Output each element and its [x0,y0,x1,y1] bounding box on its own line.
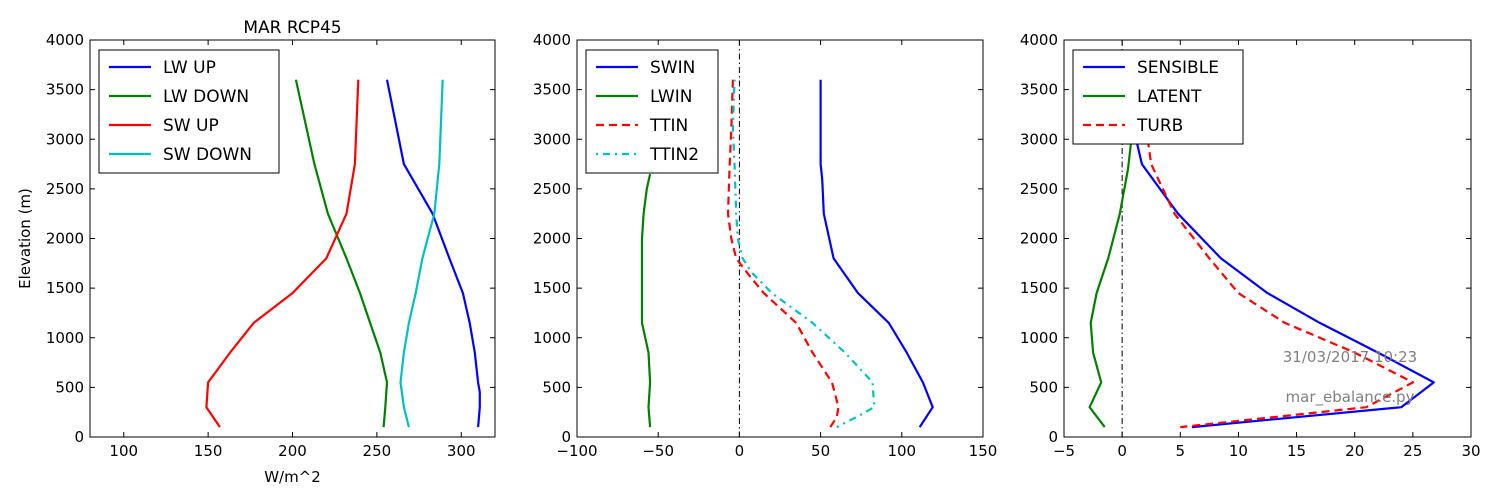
chart3-xtick-label: −5 [1053,442,1075,460]
chart3-ytick-label: 0 [1048,428,1058,446]
chart2-series-lwin [640,173,652,428]
chart2-series-ttin [726,79,840,428]
chart3-annotation: mar_ebalance.py [1286,388,1415,407]
chart1: 100 150 200 250 3000500100015002000250030003… [16,18,496,486]
chart1-ytick-label: 3000 [46,130,84,148]
chart1-ytick-label: 0 [74,428,84,446]
chart2-ytick-label: 3500 [533,81,571,99]
chart3-xtick-label: 10 [1229,442,1248,460]
chart2-legend-label: SWIN [650,58,695,78]
chart1-xtick-label: 150 [194,442,223,460]
chart3-legend: SENSIBLE LATENT TURB [1072,49,1244,145]
chart1-legend-box [98,49,280,174]
chart2-ytick-label: 2000 [533,230,571,248]
chart3-series-latent [1088,139,1133,428]
chart1-xtick-label: 200 [278,442,307,460]
chart1-ytick-label: 3500 [46,81,84,99]
chart3-ytick-label: 2500 [1020,180,1058,198]
chart3-xtick-label: 25 [1403,442,1422,460]
chart2-ytick-label: 3000 [533,130,571,148]
chart3-legend-label: SENSIBLE [1137,58,1219,78]
chart3-series-turb [1146,139,1415,429]
chart1-series-sw-down [399,79,444,428]
chart1-ytick-label: 1500 [46,279,84,297]
chart3-legend-label: LATENT [1137,87,1202,107]
chart3-xtick-label: 5 [1176,442,1186,460]
chart2-xtick-label: 0 [735,442,745,460]
chart3-xtick-label: 15 [1287,442,1306,460]
chart3-legend-label: TURB [1136,116,1183,136]
chart2-xtick-label: 100 [887,442,916,460]
chart1-ytick-label: 1000 [46,329,84,347]
chart2-ytick-label: 1000 [533,329,571,347]
chart2-ytick-label: 1500 [533,279,571,297]
chart2-series-swin [819,79,934,428]
chart3-ytick-label: 3000 [1020,130,1058,148]
chart3-xtick-label: 0 [1117,442,1127,460]
chart3-ytick-label: 2000 [1020,230,1058,248]
chart2-xtick-label: −100 [556,442,597,460]
chart2-legend-label: LWIN [650,87,692,107]
chart1-ylabel: Elevation (m) [16,188,34,289]
chart2: −100 −50 0 50 100 150050010001500200025003000… [533,31,998,460]
chart1-xtick-label: 300 [447,442,476,460]
chart2-legend-label: TTIN2 [649,145,699,165]
chart3-annotation: 31/03/2017 10:23 [1283,348,1417,366]
chart3-xtick-label: 30 [1461,442,1480,460]
chart2-ytick-label: 4000 [533,31,571,49]
chart1-ytick-label: 2500 [46,180,84,198]
chart3-ytick-label: 1500 [1020,279,1058,297]
chart1-legend-label: LW UP [163,58,216,78]
chart2-xtick-label: 50 [811,442,830,460]
chart3-xtick-label: 20 [1345,442,1364,460]
chart1-legend-label: LW DOWN [163,87,249,107]
chart1-ytick-label: 2000 [46,230,84,248]
chart3-ytick-label: 1000 [1020,329,1058,347]
chart3-ytick-label: 3500 [1020,81,1058,99]
chart1-series-lw-down [294,79,389,428]
chart2-ytick-label: 0 [561,428,571,446]
chart2-legend-label: TTIN [649,116,688,136]
chart3-ytick-label: 4000 [1020,31,1058,49]
chart1-xtick-label: 250 [363,442,392,460]
chart3: −5 0 5 10 15 20 25 3005001000150020002500300035… [1020,31,1481,460]
chart1-xlabel: W/m^2 [264,468,321,486]
chart1-legend-label: SW UP [163,116,219,136]
chart2-xtick-label: 150 [969,442,998,460]
chart2-series-ttin2 [731,79,876,429]
chart1-series-sw-up [205,79,360,428]
chart1-legend: LW UP LW DOWN SW UP SW DOWN [98,49,280,174]
chart3-ytick-label: 500 [1029,378,1058,396]
chart1-title: MAR RCP45 [243,18,341,38]
chart2-ytick-label: 2500 [533,180,571,198]
chart2-legend-box [585,49,719,174]
chart2-legend: SWIN LWIN TTIN TTIN2 [585,49,719,174]
chart2-xtick-label: −50 [642,442,674,460]
chart1-series-lw-up [385,79,481,428]
chart3-series-sensible [1135,139,1435,429]
chart1-ytick-label: 4000 [46,31,84,49]
chart1-ytick-label: 500 [55,378,84,396]
chart1-legend-label: SW DOWN [163,145,252,165]
chart2-ytick-label: 500 [542,378,571,396]
chart1-xtick-label: 100 [109,442,138,460]
